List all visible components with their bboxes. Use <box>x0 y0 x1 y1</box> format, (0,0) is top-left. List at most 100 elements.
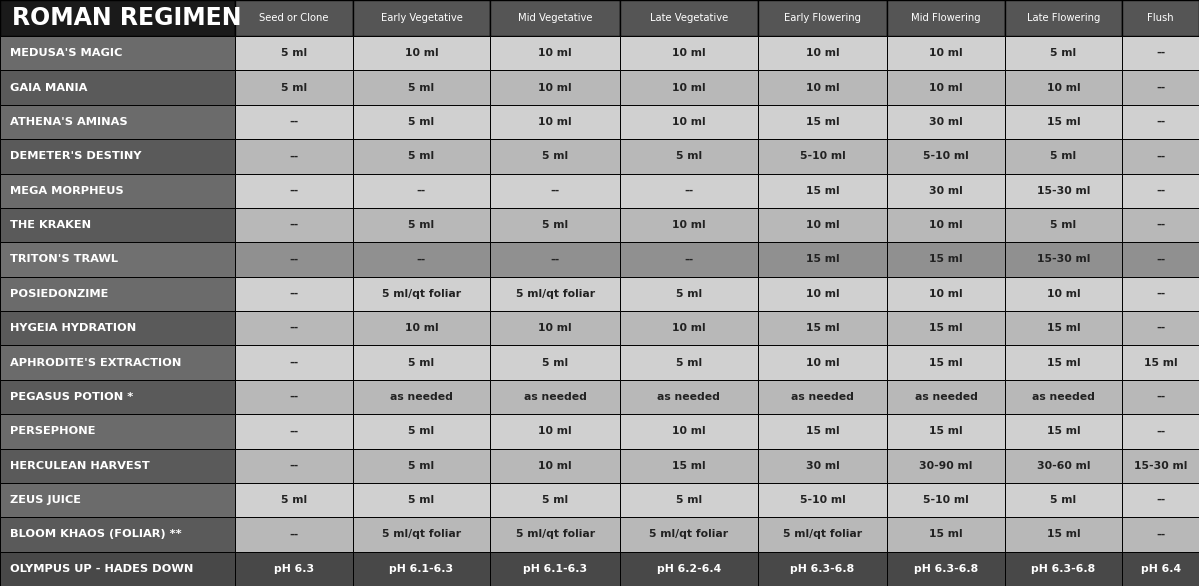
Text: Flush: Flush <box>1147 13 1174 23</box>
Text: 10 ml: 10 ml <box>538 48 572 58</box>
Bar <box>758 345 887 380</box>
Text: 5-10 ml: 5-10 ml <box>800 151 845 161</box>
Text: 5 ml: 5 ml <box>409 461 434 471</box>
Text: --: -- <box>289 461 299 471</box>
Bar <box>1122 483 1199 517</box>
Text: --: -- <box>1156 323 1165 333</box>
Text: 5 ml: 5 ml <box>676 357 701 367</box>
Text: 5 ml/qt foliar: 5 ml/qt foliar <box>516 289 595 299</box>
Bar <box>0 345 235 380</box>
Bar <box>620 70 758 105</box>
Bar <box>758 0 887 36</box>
Text: PERSEPHONE: PERSEPHONE <box>10 427 96 437</box>
Bar <box>758 36 887 70</box>
Text: 5 ml: 5 ml <box>281 495 307 505</box>
Text: 15-30 ml: 15-30 ml <box>1037 186 1090 196</box>
Text: Late Vegetative: Late Vegetative <box>650 13 728 23</box>
Text: --: -- <box>685 186 693 196</box>
Text: HYGEIA HYDRATION: HYGEIA HYDRATION <box>10 323 137 333</box>
Bar <box>490 139 620 173</box>
Bar <box>620 242 758 277</box>
Text: as needed: as needed <box>657 392 721 402</box>
Text: 15 ml: 15 ml <box>806 427 839 437</box>
Text: 15 ml: 15 ml <box>1047 427 1080 437</box>
Bar <box>1122 173 1199 208</box>
Bar <box>1122 139 1199 173</box>
Text: 10 ml: 10 ml <box>671 117 706 127</box>
Bar <box>758 311 887 345</box>
Bar <box>0 36 235 70</box>
Text: 10 ml: 10 ml <box>538 323 572 333</box>
Bar <box>1005 311 1122 345</box>
Bar <box>235 414 353 448</box>
Text: --: -- <box>1156 254 1165 264</box>
Text: 5 ml: 5 ml <box>409 357 434 367</box>
Bar <box>0 242 235 277</box>
Text: 10 ml: 10 ml <box>806 48 839 58</box>
Bar <box>1005 36 1122 70</box>
Bar <box>620 173 758 208</box>
Bar <box>887 380 1005 414</box>
Text: pH 6.3-6.8: pH 6.3-6.8 <box>1031 564 1096 574</box>
Text: --: -- <box>1156 495 1165 505</box>
Bar <box>235 345 353 380</box>
Bar <box>235 242 353 277</box>
Bar <box>0 277 235 311</box>
Bar <box>758 380 887 414</box>
Text: --: -- <box>1156 392 1165 402</box>
Bar <box>887 311 1005 345</box>
Text: 5 ml: 5 ml <box>1050 495 1077 505</box>
Text: 10 ml: 10 ml <box>929 289 963 299</box>
Bar <box>235 208 353 242</box>
Bar <box>887 208 1005 242</box>
Text: TRITON'S TRAWL: TRITON'S TRAWL <box>10 254 118 264</box>
Text: 10 ml: 10 ml <box>929 83 963 93</box>
Bar <box>0 380 235 414</box>
Text: MEGA MORPHEUS: MEGA MORPHEUS <box>10 186 123 196</box>
Bar <box>1122 0 1199 36</box>
Bar <box>353 380 490 414</box>
Bar <box>0 311 235 345</box>
Bar <box>1005 551 1122 586</box>
Bar <box>758 517 887 551</box>
Text: 15 ml: 15 ml <box>806 323 839 333</box>
Bar <box>887 551 1005 586</box>
Bar <box>758 483 887 517</box>
Text: pH 6.3-6.8: pH 6.3-6.8 <box>790 564 855 574</box>
Text: 15 ml: 15 ml <box>929 323 963 333</box>
Text: 5 ml: 5 ml <box>409 83 434 93</box>
Text: ZEUS JUICE: ZEUS JUICE <box>10 495 82 505</box>
Text: Early Flowering: Early Flowering <box>784 13 861 23</box>
Text: 15 ml: 15 ml <box>929 529 963 540</box>
Text: 10 ml: 10 ml <box>929 48 963 58</box>
Text: as needed: as needed <box>915 392 977 402</box>
Bar <box>1122 551 1199 586</box>
Bar <box>758 139 887 173</box>
Text: 5 ml/qt foliar: 5 ml/qt foliar <box>516 529 595 540</box>
Bar <box>1005 277 1122 311</box>
Text: --: -- <box>1156 151 1165 161</box>
Text: 15 ml: 15 ml <box>1047 357 1080 367</box>
Bar <box>235 277 353 311</box>
Bar <box>1005 105 1122 139</box>
Text: --: -- <box>289 186 299 196</box>
Bar <box>1122 414 1199 448</box>
Bar <box>887 139 1005 173</box>
Text: 15 ml: 15 ml <box>1144 357 1177 367</box>
Text: 5 ml: 5 ml <box>409 151 434 161</box>
Bar <box>887 0 1005 36</box>
Bar <box>353 277 490 311</box>
Bar <box>353 173 490 208</box>
Bar <box>353 105 490 139</box>
Text: APHRODITE'S EXTRACTION: APHRODITE'S EXTRACTION <box>10 357 181 367</box>
Text: --: -- <box>1156 117 1165 127</box>
Text: 5 ml: 5 ml <box>409 220 434 230</box>
Bar <box>353 208 490 242</box>
Text: POSIEDONZIME: POSIEDONZIME <box>10 289 108 299</box>
Bar <box>0 208 235 242</box>
Bar <box>1122 448 1199 483</box>
Text: --: -- <box>289 529 299 540</box>
Bar <box>620 345 758 380</box>
Text: 10 ml: 10 ml <box>538 117 572 127</box>
Text: 10 ml: 10 ml <box>671 427 706 437</box>
